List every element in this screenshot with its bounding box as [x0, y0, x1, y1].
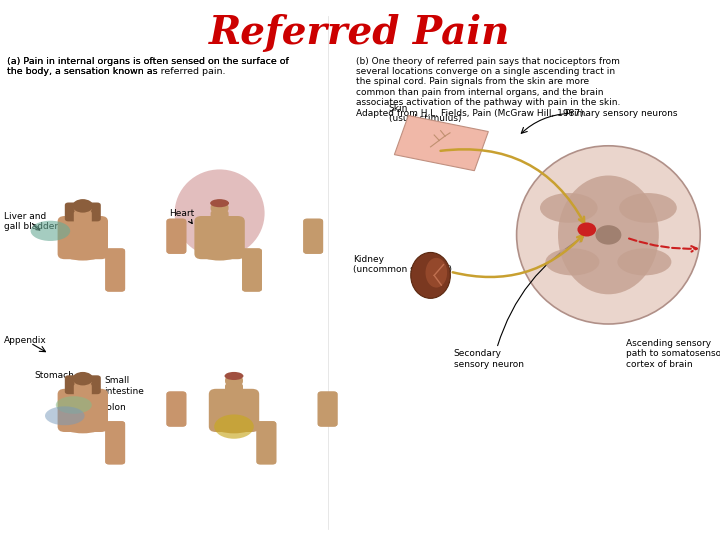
Ellipse shape	[410, 252, 451, 298]
Ellipse shape	[73, 372, 93, 386]
Text: (b) One theory of referred pain says that nociceptors from
several locations con: (b) One theory of referred pain says tha…	[356, 57, 621, 118]
FancyBboxPatch shape	[58, 389, 108, 432]
Ellipse shape	[546, 248, 599, 275]
Text: Skin
(usual stimulus): Skin (usual stimulus)	[389, 104, 462, 123]
Circle shape	[595, 225, 621, 245]
FancyBboxPatch shape	[242, 248, 262, 292]
Text: (a) Pain in internal organs is often sensed on the surface of
the body, a sensat: (a) Pain in internal organs is often sen…	[7, 57, 289, 76]
Text: Heart: Heart	[169, 209, 194, 224]
FancyBboxPatch shape	[166, 219, 186, 254]
Text: Stomach: Stomach	[35, 371, 74, 380]
Ellipse shape	[199, 247, 239, 261]
Ellipse shape	[210, 199, 229, 207]
Ellipse shape	[215, 415, 254, 438]
Ellipse shape	[56, 396, 92, 414]
Ellipse shape	[63, 247, 103, 261]
FancyBboxPatch shape	[303, 219, 323, 254]
Ellipse shape	[73, 199, 93, 213]
FancyBboxPatch shape	[58, 216, 108, 259]
FancyBboxPatch shape	[105, 248, 125, 292]
FancyBboxPatch shape	[318, 392, 338, 427]
FancyBboxPatch shape	[166, 392, 186, 427]
FancyBboxPatch shape	[85, 202, 101, 221]
Ellipse shape	[225, 372, 243, 380]
Polygon shape	[395, 116, 488, 171]
Ellipse shape	[31, 221, 71, 241]
Ellipse shape	[63, 420, 103, 433]
Ellipse shape	[426, 258, 447, 287]
Ellipse shape	[210, 200, 229, 216]
FancyBboxPatch shape	[242, 248, 262, 292]
FancyBboxPatch shape	[166, 392, 186, 427]
Ellipse shape	[61, 389, 104, 399]
FancyBboxPatch shape	[65, 375, 81, 394]
FancyBboxPatch shape	[65, 202, 81, 221]
FancyBboxPatch shape	[74, 383, 92, 397]
FancyBboxPatch shape	[85, 375, 101, 394]
FancyBboxPatch shape	[105, 248, 125, 292]
FancyBboxPatch shape	[225, 383, 243, 397]
Ellipse shape	[618, 248, 671, 275]
Ellipse shape	[540, 193, 598, 222]
Ellipse shape	[619, 193, 677, 222]
Ellipse shape	[215, 420, 254, 433]
Ellipse shape	[73, 373, 92, 389]
FancyBboxPatch shape	[74, 211, 92, 224]
Ellipse shape	[73, 200, 92, 216]
Text: (a) Pain in internal organs is often sensed on the surface of
the body, a sensat: (a) Pain in internal organs is often sen…	[7, 57, 289, 76]
FancyBboxPatch shape	[194, 216, 245, 259]
FancyBboxPatch shape	[256, 421, 276, 464]
Text: Liver and
gall bladder: Liver and gall bladder	[4, 212, 58, 231]
Text: Appendix: Appendix	[4, 336, 46, 345]
Ellipse shape	[558, 176, 659, 294]
FancyBboxPatch shape	[256, 421, 276, 464]
Text: Primary sensory neurons: Primary sensory neurons	[565, 109, 678, 118]
Ellipse shape	[45, 407, 85, 426]
Ellipse shape	[198, 217, 241, 226]
FancyBboxPatch shape	[105, 421, 125, 464]
Text: Referred Pain: Referred Pain	[210, 14, 510, 51]
Text: Ascending sensory
path to somatosensory
cortex of brain: Ascending sensory path to somatosensory …	[626, 339, 720, 369]
Text: Kidney
(uncommon stimulus): Kidney (uncommon stimulus)	[353, 255, 452, 274]
FancyBboxPatch shape	[318, 392, 338, 427]
FancyBboxPatch shape	[303, 219, 323, 254]
Ellipse shape	[517, 146, 700, 324]
Circle shape	[577, 222, 596, 237]
Text: - Colon: - Colon	[94, 403, 125, 412]
Text: Secondary
sensory neuron: Secondary sensory neuron	[454, 349, 523, 369]
FancyBboxPatch shape	[166, 219, 186, 254]
Ellipse shape	[225, 373, 243, 389]
FancyBboxPatch shape	[210, 211, 229, 224]
Ellipse shape	[174, 170, 265, 257]
Text: Small
intestine: Small intestine	[104, 376, 144, 396]
Text: Ureters: Ureters	[220, 409, 253, 417]
Ellipse shape	[212, 389, 256, 399]
FancyBboxPatch shape	[209, 389, 259, 432]
Ellipse shape	[61, 217, 104, 226]
FancyBboxPatch shape	[105, 421, 125, 464]
